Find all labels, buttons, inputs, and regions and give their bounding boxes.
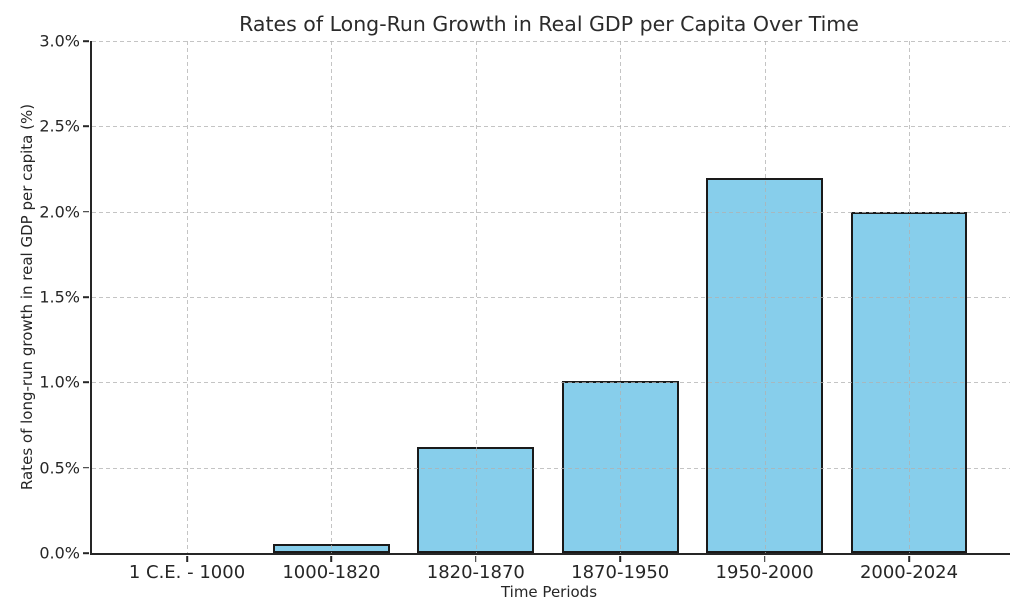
y-tick-mark — [83, 125, 89, 128]
x-tick-mark — [619, 556, 621, 562]
x-tick-mark — [908, 556, 910, 562]
y-tick-label: 1.5% — [39, 287, 80, 307]
y-tick-mark — [83, 296, 89, 298]
bar-1000-1820 — [273, 544, 390, 553]
x-tick-mark — [186, 556, 188, 562]
bar-1870-1950 — [561, 380, 679, 553]
x-tick-label: 1950-2000 — [715, 562, 814, 583]
y-axis-label: Rates of long-run growth in real GDP per… — [18, 103, 36, 491]
x-tick-label: 1870-1950 — [571, 562, 670, 583]
y-tick-mark — [83, 381, 89, 384]
x-tick-label: 1 C.E. - 1000 — [128, 562, 246, 583]
y-tick-mark — [83, 40, 89, 42]
bar-1820-1870 — [417, 447, 535, 553]
y-tick-mark — [83, 466, 89, 469]
bar-2000-2024 — [850, 211, 968, 553]
y-tick-mark — [83, 552, 89, 554]
y-tick-label: 2.0% — [39, 202, 80, 222]
x-gridline — [187, 41, 188, 553]
y-tick-mark — [83, 210, 89, 213]
x-tick-label: 1000-1820 — [282, 562, 381, 583]
y-tick-label: 3.0% — [39, 31, 80, 51]
plot-area: 0.0% 0.5% 1.0% 1.5% 2.0% 2.5% 3.0% 1 C.E. - 100… — [39, 32, 1010, 583]
y-tick-label: 2.5% — [39, 116, 80, 136]
y-gridline — [92, 41, 1010, 42]
y-tick-label: 1.0% — [39, 372, 80, 392]
x-gridline — [331, 41, 333, 553]
chart-title: Rates of Long-Run Growth in Real GDP per… — [239, 12, 859, 36]
y-tick-label: 0.0% — [39, 543, 80, 563]
x-tick-label: 2000-2024 — [859, 562, 959, 583]
bar-1950-2000 — [706, 177, 823, 553]
x-tick-mark — [330, 556, 333, 562]
x-axis-label: Time Periods — [500, 583, 598, 601]
x-tick-mark — [763, 556, 766, 562]
y-tick-label: 0.5% — [39, 458, 80, 478]
y-gridline — [92, 126, 1010, 128]
x-tick-label: 1820-1870 — [426, 562, 525, 583]
x-tick-mark — [475, 556, 477, 562]
